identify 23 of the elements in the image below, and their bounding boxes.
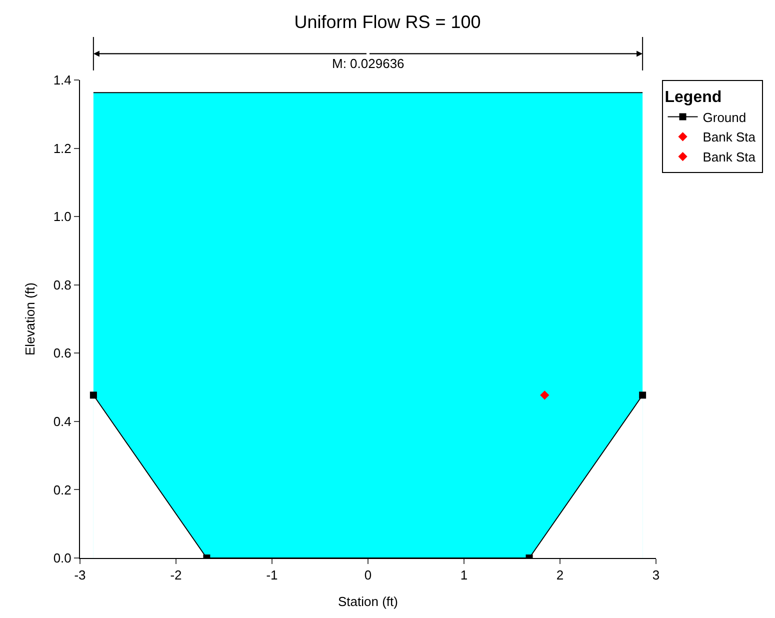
y-tick-label: 0.2 [53,482,72,498]
x-tick-label: -1 [266,568,278,583]
x-tick-label: 3 [652,568,660,583]
x-tick-label: 2 [556,568,564,583]
x-tick-label: 1 [460,568,468,583]
y-tick-label: 1.0 [53,209,72,224]
y-tick-label: 1.2 [53,140,72,156]
y-tick-label: 0.4 [53,414,72,429]
x-tick-label: -3 [74,568,86,583]
x-tick-label: 0 [364,568,372,583]
x-axis-title: Station (ft) [338,594,398,610]
y-axis-title: Elevation (ft) [22,282,38,356]
y-tick-label: 0.6 [53,346,72,361]
y-tick-label: 0.8 [53,277,72,292]
text: M: 0.029636 [332,56,404,71]
legend-label: Ground [702,110,746,125]
chart-title: Uniform Flow RS = 100 [294,12,481,32]
legend-label: Bank Sta [702,150,756,165]
y-tick-label: 0.0 [53,550,72,566]
legend-title: Legend [664,88,722,106]
legend-label: Bank Sta [702,130,756,145]
x-tick-label: -2 [170,568,182,583]
y-tick-label: 1.4 [53,72,72,88]
